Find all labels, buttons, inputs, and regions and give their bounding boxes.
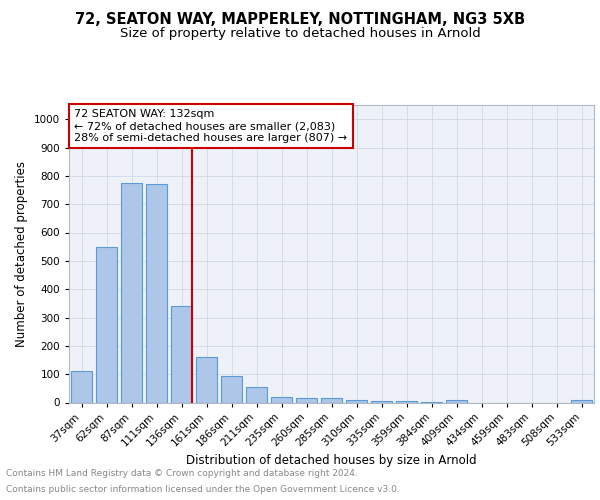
X-axis label: Distribution of detached houses by size in Arnold: Distribution of detached houses by size … [186,454,477,467]
Text: 72 SEATON WAY: 132sqm
← 72% of detached houses are smaller (2,083)
28% of semi-d: 72 SEATON WAY: 132sqm ← 72% of detached … [74,110,347,142]
Y-axis label: Number of detached properties: Number of detached properties [15,161,28,347]
Bar [296,398,317,402]
Bar [371,401,392,402]
Bar [171,306,192,402]
Bar [121,183,142,402]
Text: 72, SEATON WAY, MAPPERLEY, NOTTINGHAM, NG3 5XB: 72, SEATON WAY, MAPPERLEY, NOTTINGHAM, N… [75,12,525,28]
Bar [571,400,592,402]
Bar [246,387,267,402]
Bar [221,376,242,402]
Text: Size of property relative to detached houses in Arnold: Size of property relative to detached ho… [119,28,481,40]
Text: Contains HM Land Registry data © Crown copyright and database right 2024.: Contains HM Land Registry data © Crown c… [6,468,358,477]
Bar [396,401,417,402]
Bar [271,397,292,402]
Bar [71,372,92,402]
Bar [346,400,367,402]
Bar [446,400,467,402]
Bar [321,398,342,402]
Bar [146,184,167,402]
Bar [96,246,117,402]
Bar [196,357,217,403]
Text: Contains public sector information licensed under the Open Government Licence v3: Contains public sector information licen… [6,485,400,494]
